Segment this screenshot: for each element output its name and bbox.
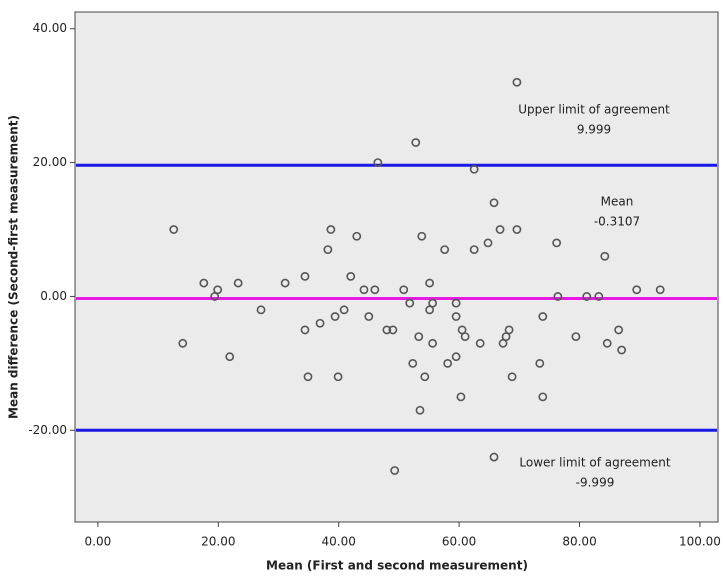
point: [300, 325, 310, 335]
point: [233, 278, 243, 288]
annotation: -9.999: [576, 476, 615, 490]
point: [456, 392, 466, 402]
plot-area: [74, 11, 719, 523]
point: [303, 372, 313, 382]
point: [169, 225, 179, 234]
point: [428, 338, 438, 348]
point: [617, 345, 627, 355]
y-tick-label: 0.00: [40, 289, 67, 303]
point: [504, 325, 514, 335]
point: [655, 285, 665, 295]
point: [440, 245, 450, 254]
point: [489, 452, 499, 462]
point: [420, 372, 430, 382]
point: [460, 332, 470, 342]
point: [469, 245, 479, 254]
point: [390, 466, 400, 475]
point: [602, 338, 612, 348]
point: [428, 298, 438, 308]
point: [451, 298, 461, 308]
point: [483, 238, 493, 248]
point: [339, 305, 349, 315]
point: [512, 225, 522, 234]
point: [538, 312, 548, 321]
point: [535, 358, 545, 368]
annotation: Mean: [601, 195, 634, 209]
point: [451, 312, 461, 321]
x-tick-label: 40.00: [322, 535, 356, 549]
point: [414, 332, 424, 342]
x-axis-title: Mean (First and second measurement): [266, 559, 528, 573]
point: [408, 358, 418, 368]
point: [495, 225, 505, 234]
point: [632, 285, 642, 295]
point: [364, 312, 374, 321]
point: [352, 231, 362, 241]
point: [280, 278, 290, 288]
point: [256, 305, 266, 315]
point: [489, 198, 499, 208]
y-tick-label: 20.00: [33, 155, 67, 169]
point: [507, 372, 517, 382]
y-axis-title: Mean difference (Second-first measuremen…: [7, 115, 21, 419]
x-tick-label: 0.00: [85, 535, 112, 549]
point: [538, 392, 548, 402]
point: [178, 338, 188, 348]
point: [415, 405, 425, 415]
point: [315, 318, 325, 328]
point: [388, 325, 398, 335]
point: [346, 271, 356, 281]
point: [326, 225, 336, 234]
point: [399, 285, 409, 295]
point: [475, 338, 485, 348]
point: [552, 238, 562, 248]
point: [225, 352, 235, 362]
point: [370, 285, 380, 295]
point: [300, 271, 310, 281]
annotation: -0.3107: [594, 215, 640, 229]
x-tick-label: 60.00: [442, 535, 476, 549]
point: [451, 352, 461, 362]
point: [600, 251, 610, 261]
x-tick-label: 20.00: [201, 535, 235, 549]
point: [323, 245, 333, 254]
point: [582, 292, 592, 301]
point: [443, 358, 453, 368]
y-tick-label: 40.00: [33, 21, 67, 35]
annotation: 9.999: [577, 123, 611, 137]
point: [333, 372, 343, 382]
point: [571, 332, 581, 342]
x-tick-label: 100.00: [679, 535, 721, 549]
point: [614, 325, 624, 335]
point: [330, 312, 340, 321]
annotation: Lower limit of agreement: [519, 456, 670, 470]
point: [382, 325, 392, 335]
point: [417, 231, 427, 241]
point: [594, 292, 604, 301]
annotation: Upper limit of agreement: [518, 103, 670, 117]
x-tick-label: 80.00: [562, 535, 596, 549]
point: [469, 164, 479, 174]
point: [213, 285, 223, 295]
point: [512, 77, 522, 87]
point: [425, 278, 435, 288]
point: [411, 138, 421, 147]
point: [359, 285, 369, 295]
y-tick-label: -20.00: [28, 423, 67, 437]
point: [199, 278, 209, 288]
point: [553, 292, 563, 301]
point: [405, 298, 415, 308]
point: [373, 158, 383, 167]
